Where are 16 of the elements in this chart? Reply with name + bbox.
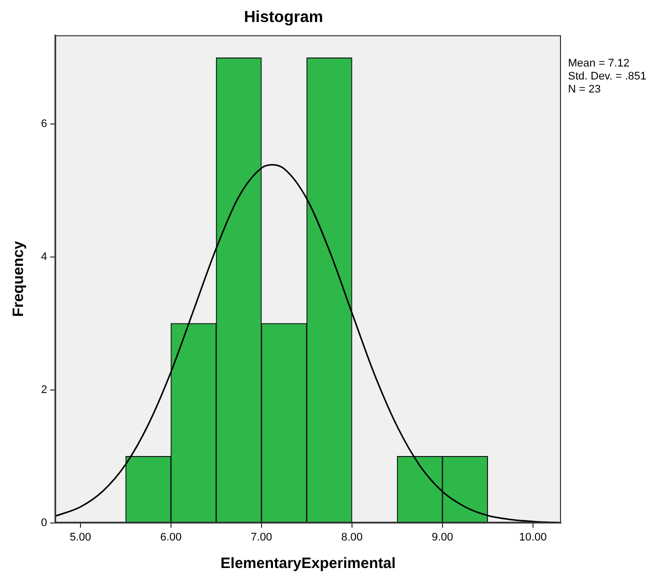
- x-tick-label: 7.00: [250, 531, 272, 544]
- x-tick-label: 10.00: [519, 531, 547, 544]
- y-tick-label: 6: [40, 118, 48, 130]
- x-tick-label: 6.00: [160, 531, 182, 544]
- x-tick-label: 5.00: [70, 531, 92, 544]
- x-axis-title: ElementaryExperimental: [220, 555, 396, 572]
- text: N = 23: [568, 84, 601, 96]
- text: Mean = 7.12: [568, 58, 630, 70]
- y-tick-label: 2: [40, 384, 48, 396]
- text: Std. Dev. = .851: [568, 70, 646, 83]
- y-tick-label: 0: [40, 516, 48, 529]
- x-tick-label: 8.00: [341, 531, 363, 544]
- chart-title: Histogram: [244, 9, 324, 26]
- y-axis-title: Frequency: [10, 240, 28, 317]
- y-tick-label: 4: [40, 251, 48, 264]
- x-tick-label: 9.00: [432, 531, 454, 544]
